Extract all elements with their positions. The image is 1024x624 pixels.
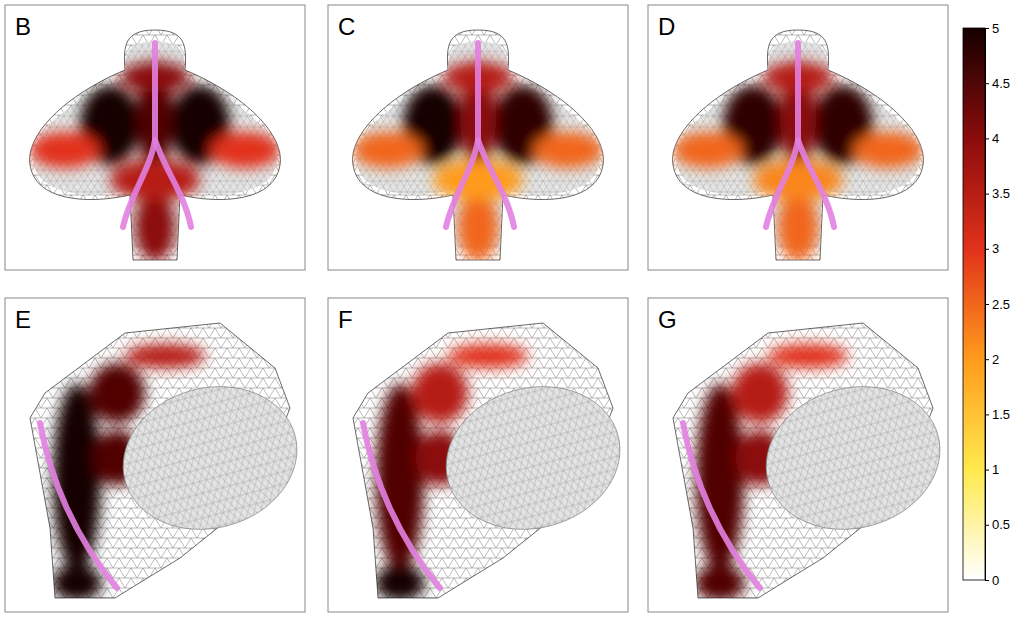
heat-cell: [412, 363, 468, 423]
vessel: [766, 43, 798, 227]
heat-cell: [353, 132, 423, 168]
heat-cell: [695, 565, 745, 601]
vessel: [123, 43, 155, 227]
vessel: [478, 140, 514, 227]
tick-mark: [985, 470, 989, 471]
tick-mark: [985, 28, 989, 29]
panel-frame: [5, 5, 305, 270]
tick-mark: [985, 194, 989, 195]
colorbar-axis: 0 0.5 1 1.5 2 2.5 3 3.5 4 4.5 5: [985, 21, 1010, 588]
colorbar: [963, 28, 985, 580]
heat-cell: [110, 160, 200, 200]
heat-cell: [135, 192, 175, 262]
axis-line: [986, 29, 990, 581]
tick-label: 2.5: [992, 297, 1010, 312]
tick-label: 1.5: [992, 407, 1010, 422]
tick: 0.5: [985, 517, 1010, 532]
panel-frame: [648, 5, 948, 270]
panel: D: [648, 5, 948, 270]
tick-mark: [985, 83, 989, 84]
heat-cell: [376, 383, 424, 573]
panel-label: F: [338, 306, 353, 333]
tick-label: 1: [992, 462, 999, 477]
panel: F: [328, 298, 636, 612]
tick-mark: [985, 304, 989, 305]
tick-mark: [985, 249, 989, 250]
vessel: [683, 423, 760, 588]
heat-cell: [853, 132, 923, 168]
tick: 2: [985, 352, 999, 367]
vessel: [363, 423, 440, 588]
heat-cell: [732, 363, 788, 423]
figure: B C D E F G 0 0.5 1 1.5 2 2.5 3 3.5 4 4.5 5: [0, 0, 1024, 624]
tick: 1: [985, 462, 999, 477]
tick: 5: [985, 21, 999, 36]
heat-cell: [375, 565, 425, 601]
heat-cell: [30, 132, 100, 168]
panel-label: D: [658, 13, 675, 40]
tick-label: 2: [992, 352, 999, 367]
tick-label: 0.5: [992, 517, 1010, 532]
heat-cell: [89, 363, 145, 423]
panel: E: [5, 298, 313, 612]
heat-cell: [53, 383, 101, 573]
tick-label: 4.5: [992, 76, 1010, 91]
tick-mark: [985, 580, 989, 581]
panel-label: B: [15, 13, 31, 40]
panel-label: G: [658, 306, 677, 333]
tick: 3: [985, 241, 999, 256]
tick: 4: [985, 131, 999, 146]
tick-mark: [985, 359, 989, 360]
tick-label: 4: [992, 131, 999, 146]
tick: 1.5: [985, 407, 1010, 422]
ellipsoid: [750, 368, 956, 549]
tick-mark: [985, 138, 989, 139]
tick-mark: [985, 414, 989, 415]
panel: C: [328, 5, 628, 270]
heat-cell: [753, 160, 843, 200]
panel-frame: [328, 5, 628, 270]
heat-cell: [696, 383, 744, 573]
tick-label: 5: [992, 21, 999, 36]
panel-label: E: [15, 306, 31, 333]
tick: 2.5: [985, 297, 1010, 312]
heat-cell: [768, 344, 848, 368]
heat-cell: [210, 132, 280, 168]
heat-cell: [533, 132, 603, 168]
heat-cell: [448, 344, 528, 368]
vessel: [40, 423, 117, 588]
tick: 3.5: [985, 186, 1010, 201]
heat-cell: [125, 344, 205, 368]
vessel: [155, 140, 191, 227]
vessel: [446, 43, 478, 227]
heat-cell: [433, 160, 523, 200]
vessel: [798, 140, 834, 227]
panel-label: C: [338, 13, 355, 40]
tick-label: 0: [992, 573, 999, 588]
tick-label: 3.5: [992, 186, 1010, 201]
tick-mark: [985, 525, 989, 526]
tick: 4.5: [985, 76, 1010, 91]
heat-cell: [673, 132, 743, 168]
heat-cell: [458, 192, 498, 262]
heat-cell: [52, 565, 102, 601]
panel: G: [648, 298, 956, 612]
tick-label: 3: [992, 241, 999, 256]
ellipsoid: [430, 368, 636, 549]
heat-cell: [778, 192, 818, 262]
ellipsoid: [107, 368, 313, 549]
panel: B: [5, 5, 305, 270]
tick: 0: [985, 573, 999, 588]
